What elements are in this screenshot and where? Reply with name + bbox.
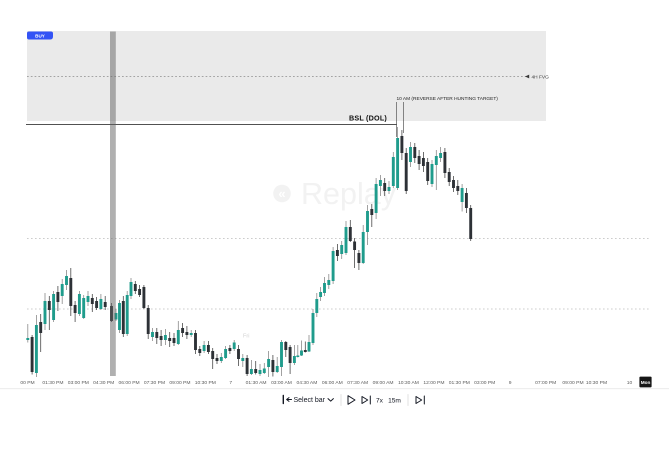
svg-text:01:30 PM: 01:30 PM bbox=[449, 380, 470, 386]
svg-text:4H FVG: 4H FVG bbox=[532, 75, 550, 81]
svg-text:04:30 PM: 04:30 PM bbox=[93, 380, 114, 386]
svg-text:10:30 PM: 10:30 PM bbox=[586, 380, 607, 386]
svg-text:12:00 PM: 12:00 PM bbox=[423, 380, 444, 386]
svg-text:01:30 AM: 01:30 AM bbox=[246, 380, 267, 386]
svg-text:9: 9 bbox=[509, 380, 512, 386]
svg-text:09:00 PM: 09:00 PM bbox=[562, 380, 583, 386]
svg-text:00 PM: 00 PM bbox=[20, 380, 34, 386]
svg-text:09:00 AM: 09:00 AM bbox=[373, 380, 394, 386]
svg-text:7: 7 bbox=[229, 380, 232, 386]
svg-text:07:30 AM: 07:30 AM bbox=[347, 380, 368, 386]
svg-text:07:30 PM: 07:30 PM bbox=[144, 380, 165, 386]
svg-text:09:00 PM: 09:00 PM bbox=[169, 380, 190, 386]
svg-text:03:00 PM: 03:00 PM bbox=[68, 380, 89, 386]
svg-text:Mon: Mon bbox=[641, 380, 651, 385]
svg-text:07:00 PM: 07:00 PM bbox=[535, 380, 556, 386]
svg-text:06:00 PM: 06:00 PM bbox=[119, 380, 140, 386]
svg-text:03:00 AM: 03:00 AM bbox=[271, 380, 292, 386]
svg-text:«: « bbox=[278, 186, 285, 201]
svg-text:01:30 PM: 01:30 PM bbox=[42, 380, 63, 386]
svg-text:10: 10 bbox=[627, 380, 633, 386]
svg-text:15m: 15m bbox=[388, 398, 401, 405]
svg-text:10:30 PM: 10:30 PM bbox=[195, 380, 216, 386]
svg-text:04:30 AM: 04:30 AM bbox=[296, 380, 317, 386]
svg-text:10 AM (REVERSE AFTER HUNTING T: 10 AM (REVERSE AFTER HUNTING TARGET) bbox=[397, 96, 499, 102]
svg-text:03:00 PM: 03:00 PM bbox=[474, 380, 495, 386]
svg-text:7x: 7x bbox=[376, 398, 384, 405]
svg-text:Select bar: Select bar bbox=[294, 397, 326, 404]
svg-text:Replay: Replay bbox=[301, 177, 397, 211]
svg-text:06:00 AM: 06:00 AM bbox=[322, 380, 343, 386]
svg-text:BSL (DOL): BSL (DOL) bbox=[349, 114, 387, 123]
svg-text:BUY: BUY bbox=[35, 34, 45, 39]
svg-text:Fri: Fri bbox=[243, 334, 249, 340]
svg-text:10:30 AM: 10:30 AM bbox=[398, 380, 419, 386]
